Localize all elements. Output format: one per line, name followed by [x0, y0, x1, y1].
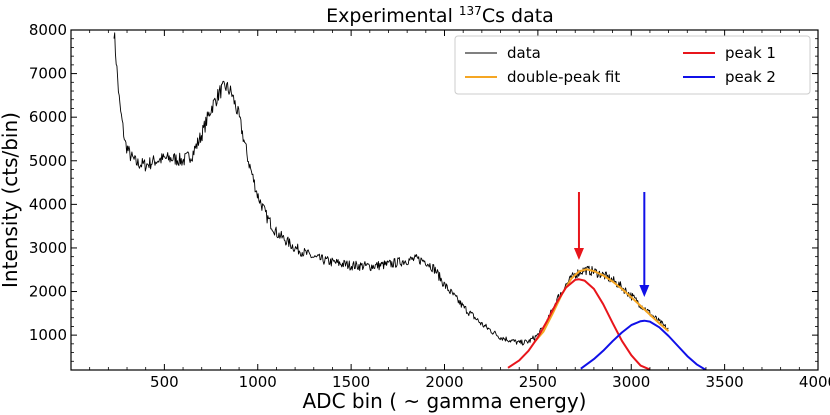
series-layer — [113, 32, 707, 370]
x-tick-label: 500 — [150, 373, 179, 391]
series-line-double-peak-fit — [533, 268, 670, 344]
legend-label-data: data — [507, 44, 541, 62]
x-tick-label: 3000 — [612, 373, 650, 391]
x-tick-label: 4000 — [799, 373, 830, 391]
y-tick-label: 4000 — [29, 195, 67, 213]
x-axis-label: ADC bin ( ~ gamma energy) — [303, 389, 587, 413]
peak-arrow-head — [573, 248, 584, 260]
y-tick-label: 6000 — [29, 108, 67, 126]
peak-arrow-head — [639, 285, 650, 297]
x-tick-label: 1000 — [239, 373, 277, 391]
chart-title: Experimental 137Cs data — [326, 4, 554, 27]
x-tick-label: 2500 — [519, 373, 557, 391]
legend-label-peak-1: peak 1 — [725, 44, 776, 62]
y-axis-label: Intensity (cts/bin) — [0, 112, 22, 288]
series-line-data — [113, 32, 669, 346]
series-line-peak-2 — [580, 319, 707, 370]
y-tick-label: 3000 — [29, 239, 67, 257]
legend-label-peak-2: peak 2 — [725, 68, 776, 86]
axis-ticks: 500 1000 1500 2000 2500 3000 3500 4000 1000 2000 3… — [29, 21, 830, 391]
chart-title-text: Experimental 137Cs data — [326, 4, 554, 27]
legend-label-double-peak-fit: double-peak fit — [507, 68, 620, 86]
legend-box — [454, 35, 811, 95]
x-tick-label: 3500 — [706, 373, 744, 391]
annotation-layer — [573, 192, 650, 297]
series-line-peak-1 — [507, 278, 651, 370]
y-tick-label: 5000 — [29, 152, 67, 170]
y-tick-label: 7000 — [29, 65, 67, 83]
y-tick-label: 8000 — [29, 21, 67, 39]
legend: data double-peak fit peak 1 peak 2 — [454, 35, 811, 95]
x-tick-label: 2000 — [425, 373, 463, 391]
y-tick-label: 1000 — [29, 326, 67, 344]
x-tick-label: 1500 — [332, 373, 370, 391]
y-tick-label: 2000 — [29, 283, 67, 301]
